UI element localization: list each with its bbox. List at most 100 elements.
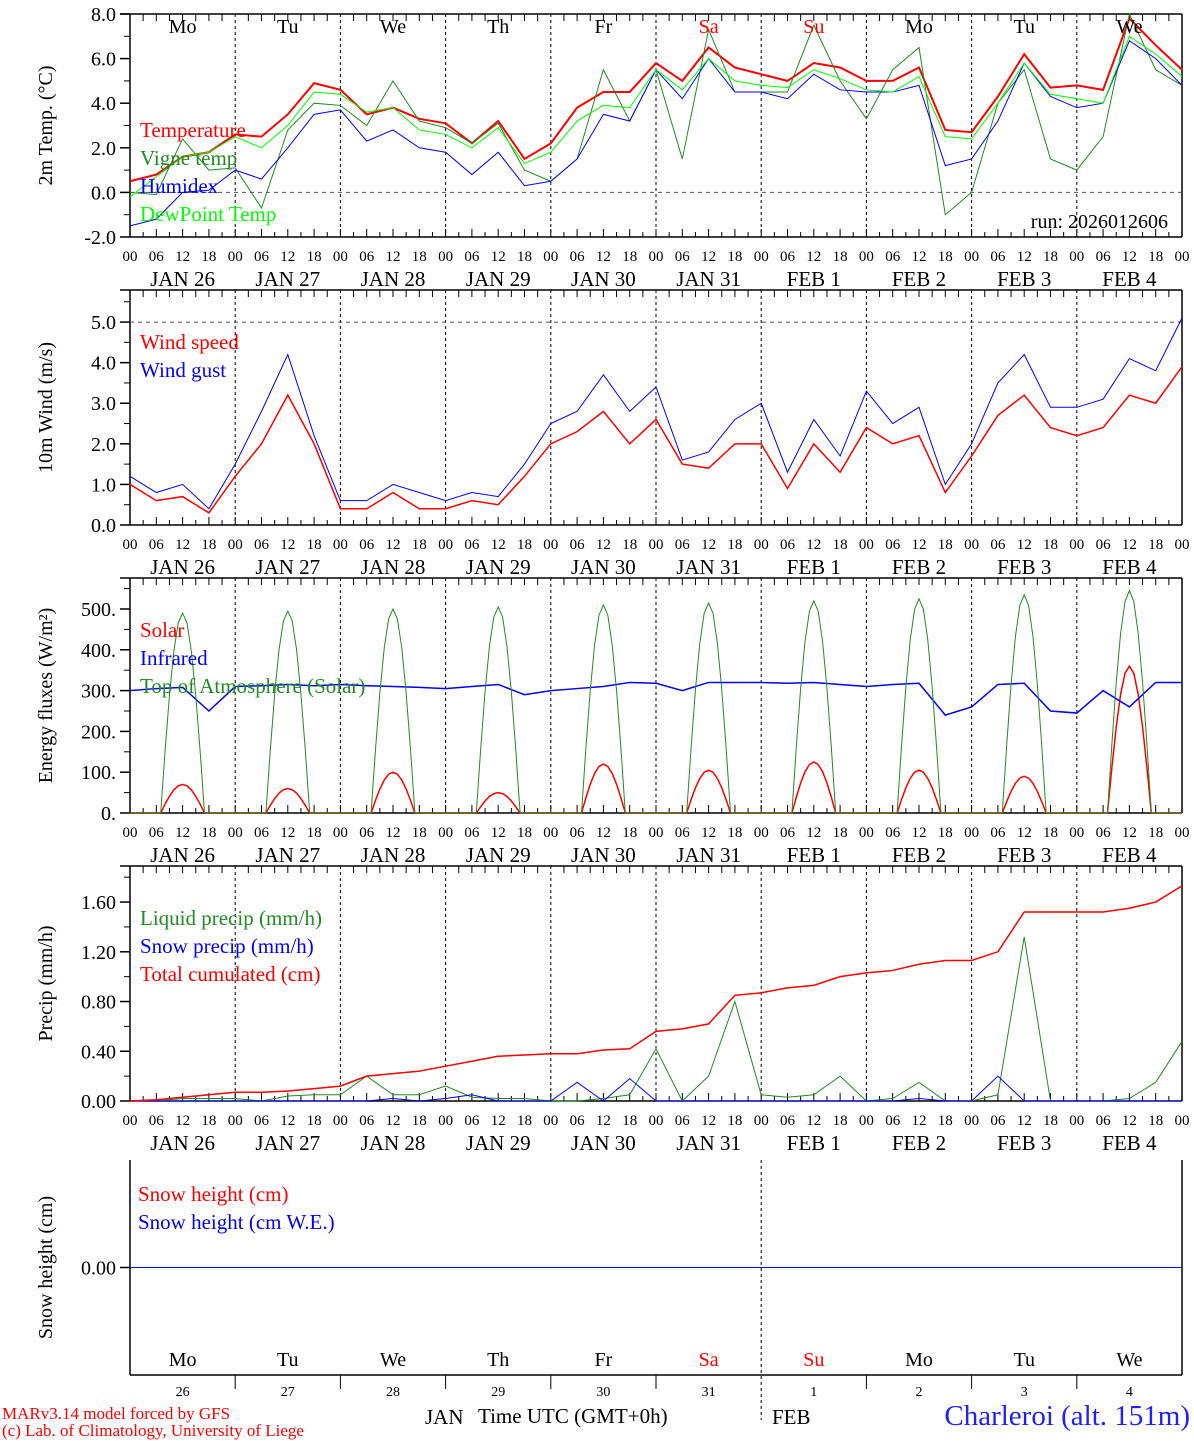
day-name-top: Mo [169,16,197,38]
panel-precip [120,865,1183,1102]
hour-tick-label: 06 [149,249,165,265]
day-name-bottom: Tu [1013,1349,1035,1371]
hour-tick-label: 06 [149,537,165,553]
hour-tick-label: 18 [1043,825,1058,841]
hour-tick-label: 12 [806,825,821,841]
day-name-top: Tu [1013,16,1035,38]
hour-tick-label: 18 [517,249,532,265]
hour-tick-label: 12 [1017,537,1032,553]
y-tick-label: 0. [101,803,116,825]
date-label: FEB 3 [997,267,1051,291]
y-tick-label: 300. [81,681,116,703]
series-temp-dewpoint-temp [129,35,1183,198]
hour-tick-label: 00 [1069,1113,1084,1129]
date-label: JAN 28 [361,267,426,291]
hour-tick-label: 12 [491,537,506,553]
date-label: JAN 30 [571,555,636,579]
hour-tick-label: 18 [307,825,322,841]
hour-tick-label: 06 [675,537,691,553]
hour-tick-label: 18 [727,825,742,841]
date-label: FEB 1 [787,555,841,579]
y-tick-label: 1.20 [81,942,116,964]
day-name-top: Tu [277,16,299,38]
date-label: JAN 26 [150,555,215,579]
hour-tick-label: 00 [228,537,243,553]
hour-tick-label: 18 [727,1113,742,1129]
day-number: 28 [386,1385,400,1400]
hour-tick-label: 18 [833,825,848,841]
hour-tick-label: 00 [123,825,138,841]
hour-tick-label: 12 [912,1113,927,1129]
hour-tick-label: 06 [359,1113,375,1129]
hour-tick-label: 12 [280,825,295,841]
panel-energy [120,577,1183,814]
hour-tick-label: 06 [464,825,480,841]
hour-tick-label: 06 [1096,249,1112,265]
day-number: 3 [1021,1385,1028,1400]
hour-tick-label: 06 [780,825,796,841]
hour-tick-label: 12 [596,825,611,841]
y-tick-label: 0.00 [81,1091,116,1113]
hour-tick-label: 06 [464,249,480,265]
hour-tick-label: 12 [175,249,190,265]
y-tick-label: 1.0 [91,474,116,496]
series-temp-temperature [129,16,1183,183]
hour-tick-label: 00 [543,825,558,841]
hour-tick-label: 06 [780,249,796,265]
hour-tick-label: 06 [254,249,270,265]
hour-tick-label: 06 [254,1113,270,1129]
hour-tick-label: 12 [596,1113,611,1129]
hour-tick-label: 06 [464,1113,480,1129]
hour-tick-label: 00 [333,1113,348,1129]
date-label: JAN 29 [466,1131,531,1155]
hour-tick-label: 12 [280,1113,295,1129]
date-label: JAN 30 [571,1131,636,1155]
date-label: JAN 27 [255,267,320,291]
day-number: 31 [702,1385,716,1400]
hour-tick-label: 18 [1148,825,1163,841]
date-label: JAN 27 [255,555,320,579]
hour-tick-label: 12 [386,537,401,553]
y-tick-label: 2.0 [91,138,116,160]
hour-tick-label: 18 [622,825,637,841]
hour-tick-label: 06 [254,537,270,553]
hour-tick-label: 12 [596,249,611,265]
date-label: FEB 2 [892,1131,946,1155]
hour-tick-label: 06 [780,537,796,553]
date-label: JAN 27 [255,1131,320,1155]
hour-tick-label: 18 [201,537,216,553]
hour-tick-label: 12 [1017,249,1032,265]
hour-tick-label: 06 [149,1113,165,1129]
date-label: FEB 4 [1102,1131,1157,1155]
hour-tick-label: 12 [912,249,927,265]
hour-tick-label: 12 [175,825,190,841]
legend-entry: Total cumulated (cm) [140,962,320,986]
y-tick-label: 0.00 [81,1258,116,1280]
hour-tick-label: 06 [570,825,586,841]
date-label: JAN 29 [466,267,531,291]
hour-tick-label: 18 [833,1113,848,1129]
hour-tick-label: 00 [1175,537,1190,553]
day-name-top: We [380,16,406,38]
hour-tick-label: 06 [1096,825,1112,841]
date-label: JAN 29 [466,555,531,579]
hour-tick-label: 00 [1175,1113,1190,1129]
hour-tick-label: 06 [885,537,901,553]
hour-tick-label: 00 [859,537,874,553]
day-name-top: We [1116,16,1142,38]
hour-tick-label: 00 [754,1113,769,1129]
hour-tick-label: 18 [622,249,637,265]
legend-entry: Vigne temp [140,146,237,170]
hour-tick-label: 00 [1069,825,1084,841]
hour-tick-label: 18 [307,537,322,553]
hour-tick-label: 00 [964,249,979,265]
date-label: JAN 28 [361,555,426,579]
date-label: JAN 29 [466,843,531,867]
legend-entry: Top of Atmosphere (Solar) [140,674,365,698]
hour-tick-label: 18 [622,537,637,553]
date-label: FEB 1 [787,843,841,867]
y-tick-label: 6.0 [91,49,116,71]
y-tick-label: 4.0 [91,93,116,115]
hour-tick-label: 00 [1175,249,1190,265]
hour-tick-label: 06 [675,1113,691,1129]
